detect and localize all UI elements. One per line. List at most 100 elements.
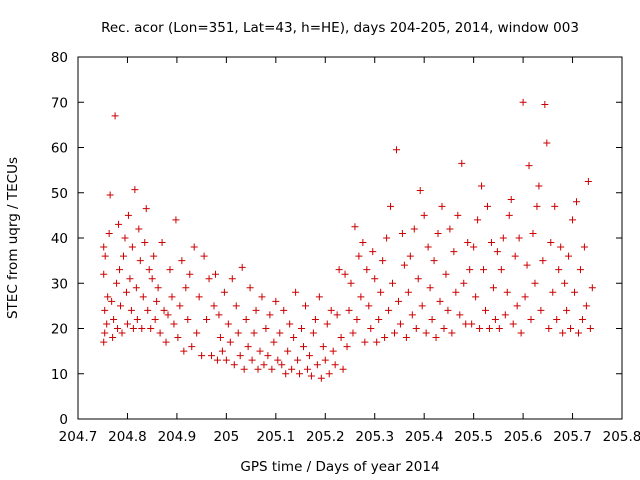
data-point (523, 261, 531, 269)
data-point (563, 306, 571, 314)
data-point (119, 252, 127, 260)
data-point (410, 225, 418, 233)
data-point (303, 365, 311, 373)
data-point (124, 211, 132, 219)
data-point (106, 191, 114, 199)
data-point (133, 315, 141, 323)
data-point (406, 252, 414, 260)
data-point (509, 320, 517, 328)
data-point (482, 306, 490, 314)
data-point (424, 243, 432, 251)
x-tick-label: 205.3 (355, 429, 394, 445)
data-point (266, 311, 274, 319)
x-tick-label: 205.5 (454, 429, 493, 445)
data-point (250, 329, 258, 337)
data-point (513, 302, 521, 310)
y-tick-label: 40 (51, 231, 68, 247)
data-point (319, 343, 327, 351)
y-tick-label: 0 (59, 412, 68, 428)
data-point (100, 243, 108, 251)
data-point (262, 325, 270, 332)
data-point (258, 293, 266, 301)
data-point (111, 112, 119, 120)
data-point (345, 306, 353, 314)
data-point (218, 347, 226, 355)
data-point (367, 325, 375, 332)
data-point (392, 146, 400, 154)
data-point (150, 252, 158, 260)
data-point (166, 266, 174, 274)
data-point (329, 347, 337, 355)
data-point (230, 361, 238, 369)
data-point (148, 275, 156, 283)
data-point (113, 279, 121, 287)
data-point (115, 220, 123, 228)
data-point (321, 356, 329, 364)
data-point (355, 252, 363, 260)
data-point (162, 338, 170, 346)
data-point (296, 370, 304, 378)
data-point (292, 288, 300, 296)
data-point (136, 257, 144, 265)
chart-title: Rec. acor (Lon=351, Lat=43, h=HE), days … (101, 20, 579, 36)
data-point (533, 202, 541, 210)
data-point (569, 216, 577, 224)
data-point (398, 229, 406, 237)
data-point (208, 352, 216, 360)
data-point (493, 248, 501, 256)
data-point (576, 266, 584, 274)
data-point (236, 352, 244, 360)
data-point (331, 361, 339, 369)
x-tick-label: 205.8 (603, 429, 640, 445)
x-tick-label: 205.4 (405, 429, 444, 445)
data-point (503, 288, 511, 296)
data-point (213, 356, 221, 364)
data-point (240, 365, 248, 373)
data-point (118, 329, 126, 337)
y-tick-label: 60 (51, 141, 68, 157)
data-point (307, 372, 315, 380)
data-point (126, 275, 134, 283)
data-point (422, 329, 430, 337)
data-point (588, 284, 596, 292)
data-point (404, 288, 412, 296)
data-point (396, 320, 404, 328)
data-point (203, 315, 211, 323)
data-point (416, 186, 424, 194)
data-point (101, 329, 109, 337)
data-point (128, 243, 136, 251)
data-point (519, 98, 527, 106)
data-point (501, 311, 509, 319)
x-tick-label: 204.7 (59, 429, 98, 445)
data-point (408, 311, 416, 319)
data-point (280, 306, 288, 314)
data-point (574, 329, 582, 337)
data-point (105, 229, 113, 237)
data-point (232, 302, 240, 310)
data-point (452, 288, 460, 296)
data-point (539, 257, 547, 265)
data-point (450, 248, 458, 256)
data-point (123, 320, 131, 328)
data-point (323, 320, 331, 328)
data-point (385, 306, 393, 314)
data-point (270, 338, 278, 346)
data-point (561, 279, 569, 287)
data-point (365, 302, 373, 310)
data-point (242, 315, 250, 323)
data-point (276, 329, 284, 337)
data-point (377, 288, 385, 296)
data-point (222, 356, 230, 364)
data-point (309, 329, 317, 337)
data-point (260, 361, 268, 369)
data-point (440, 325, 448, 332)
data-point (164, 311, 172, 319)
data-point (549, 288, 557, 296)
data-point (430, 257, 438, 265)
data-point (483, 202, 491, 210)
data-point (228, 275, 236, 283)
data-point (274, 356, 282, 364)
data-point (311, 315, 319, 323)
data-point (438, 202, 446, 210)
